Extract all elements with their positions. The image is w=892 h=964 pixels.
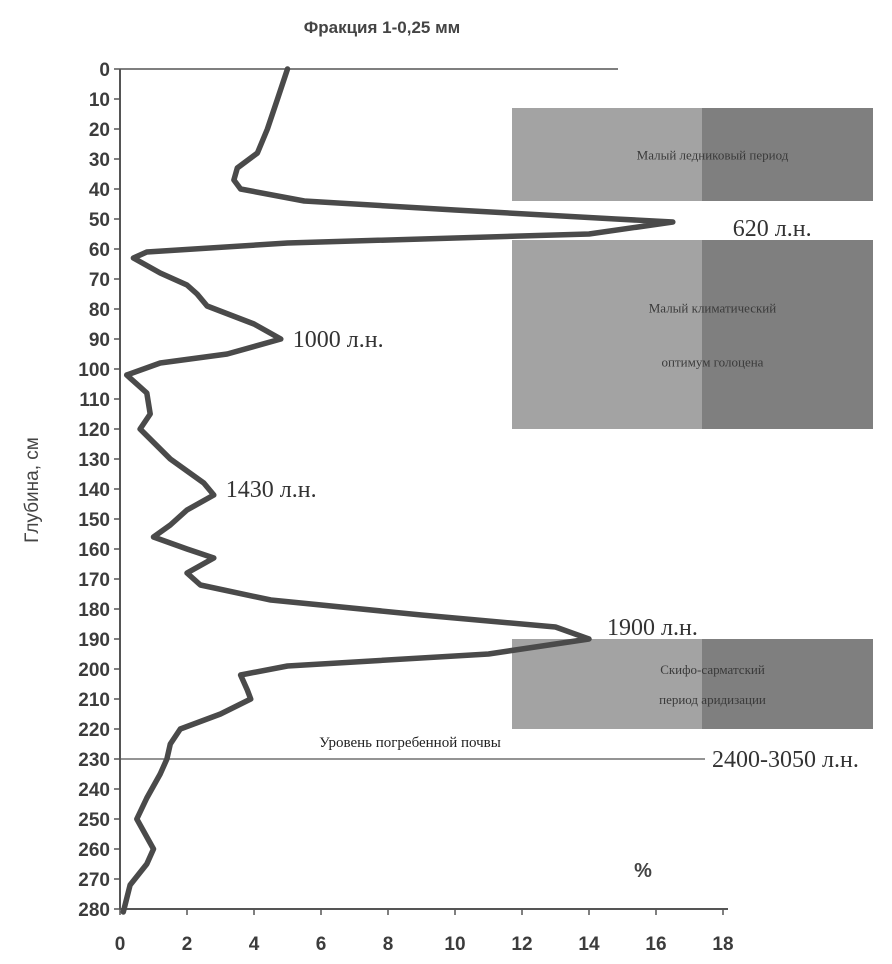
y-tick-label-12: 120: [78, 420, 110, 441]
y-tick-labels: 0 10 20 30 40 50 60 70 80 90 100 110 120 130 140 150 160…: [78, 60, 110, 921]
reference-line-age: 2400-3050 л.н.: [712, 747, 859, 773]
y-tick-label-5: 50: [89, 210, 110, 231]
period-label-1-0: Малый климатический: [649, 301, 777, 316]
annotation-2: 1430 л.н.: [226, 477, 317, 503]
y-tick-label-26: 260: [78, 840, 110, 861]
x-tick-label-2: 4: [249, 934, 260, 955]
x-tick-label-6: 12: [511, 934, 532, 955]
y-tick-label-21: 210: [78, 690, 110, 711]
y-axis-label: Глубина, см: [22, 437, 43, 543]
annotation-3: 1900 л.н.: [607, 615, 698, 641]
x-tick-label-0: 0: [115, 934, 126, 955]
y-tick-label-8: 80: [89, 300, 110, 321]
y-tick-label-25: 250: [78, 810, 110, 831]
y-tick-label-28: 280: [78, 900, 110, 921]
y-tick-label-14: 140: [78, 480, 110, 501]
period-label-2-1: период аридизации: [659, 692, 766, 707]
period-box-0-light: [512, 108, 702, 201]
axes: [114, 68, 728, 915]
y-tick-label-24: 240: [78, 780, 110, 801]
y-tick-label-18: 180: [78, 600, 110, 621]
period-boxes: Малый ледниковый период Малый климатическ…: [512, 108, 873, 729]
x-tick-label-4: 8: [383, 934, 394, 955]
y-tick-label-16: 160: [78, 540, 110, 561]
period-box-0-dark: [702, 108, 873, 201]
period-label-0-0: Малый ледниковый период: [637, 148, 789, 163]
period-box-1-light: [512, 240, 702, 429]
y-tick-label-13: 130: [78, 450, 110, 471]
annotation-1: 1000 л.н.: [293, 327, 384, 353]
y-tick-label-17: 170: [78, 570, 110, 591]
x-tick-label-9: 18: [712, 934, 733, 955]
y-tick-label-4: 40: [89, 180, 110, 201]
reference-line-label: Уровень погребенной почвы: [319, 735, 501, 751]
series-group: [120, 66, 676, 915]
y-tick-label-2: 20: [89, 120, 110, 141]
x-tick-label-7: 14: [578, 934, 600, 955]
period-box-1-dark: [702, 240, 873, 429]
series-line-0: [120, 66, 676, 915]
y-tick-label-1: 10: [89, 90, 110, 111]
period-label-2-0: Скифо-сарматский: [660, 662, 765, 677]
y-tick-label-3: 30: [89, 150, 110, 171]
y-tick-label-6: 60: [89, 240, 110, 261]
x-tick-labels: 0 2 4 6 8 10 12 14 16 18: [115, 934, 734, 955]
y-tick-label-19: 190: [78, 630, 110, 651]
x-unit-label: %: [634, 860, 652, 882]
y-tick-label-7: 70: [89, 270, 110, 291]
x-tick-label-8: 16: [645, 934, 666, 955]
annotations-group: 620 л.н. 1000 л.н. 1430 л.н. 1900 л.н.: [226, 216, 812, 641]
y-tick-label-9: 90: [89, 330, 110, 351]
y-tick-label-20: 200: [78, 660, 110, 681]
x-tick-label-1: 2: [182, 934, 193, 955]
period-box-2-dark: [702, 639, 873, 729]
chart-title: Фракция 1-0,25 мм: [304, 18, 460, 37]
reference-line-group: Уровень погребенной почвы 2400-3050 л.н.: [120, 735, 859, 773]
y-tick-label-27: 270: [78, 870, 110, 891]
x-tick-label-5: 10: [444, 934, 465, 955]
period-label-1-1: оптимум голоцена: [662, 355, 764, 370]
y-tick-label-15: 150: [78, 510, 110, 531]
x-tick-label-3: 6: [316, 934, 327, 955]
y-tick-label-10: 100: [78, 360, 110, 381]
period-box-2-light: [512, 639, 702, 729]
y-tick-label-23: 230: [78, 750, 110, 771]
y-tick-label-11: 110: [79, 390, 110, 411]
annotation-0: 620 л.н.: [733, 216, 812, 242]
y-tick-label-0: 0: [99, 60, 110, 81]
y-tick-label-22: 220: [78, 720, 110, 741]
